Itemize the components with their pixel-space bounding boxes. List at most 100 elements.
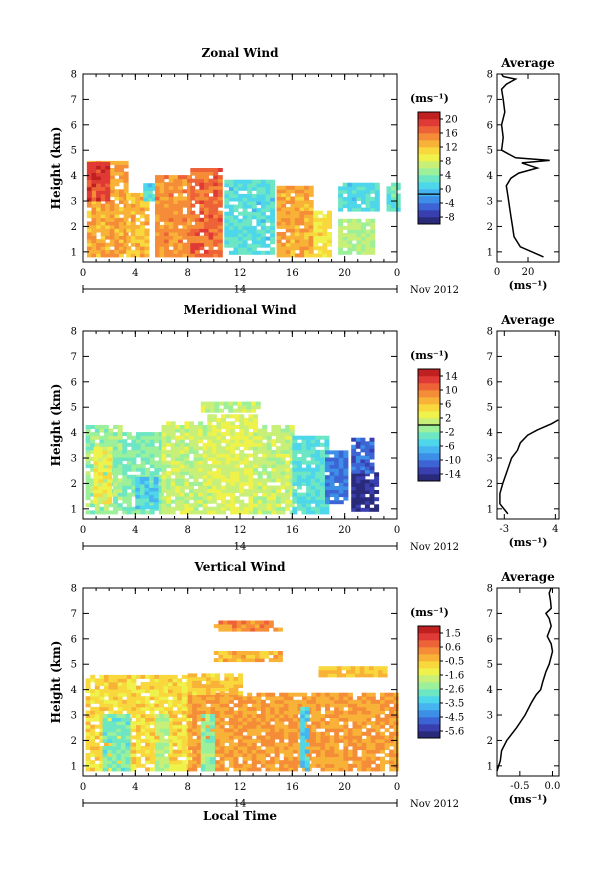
heatmap-cell bbox=[292, 499, 298, 504]
heatmap-cell bbox=[243, 435, 249, 440]
heatmap-cell bbox=[126, 481, 132, 486]
heatmap-cell bbox=[193, 503, 199, 508]
heatmap-cell bbox=[94, 735, 100, 740]
heatmap-cell bbox=[154, 439, 160, 444]
heatmap-cell bbox=[242, 247, 248, 252]
heatmap-cell bbox=[395, 204, 401, 209]
heatmap-cell bbox=[125, 728, 131, 733]
heatmap-cell bbox=[247, 714, 253, 718]
heatmap-cell bbox=[198, 464, 204, 469]
heatmap-cell bbox=[361, 189, 366, 194]
heatmap-cell bbox=[375, 735, 381, 740]
heatmap-cell bbox=[280, 510, 286, 515]
colorbar-segment bbox=[418, 154, 440, 162]
heatmap-cell bbox=[103, 428, 109, 433]
heatmap-cell bbox=[224, 190, 230, 195]
heatmap-cell bbox=[334, 461, 340, 466]
heatmap-cell bbox=[301, 446, 307, 451]
heatmap-cell bbox=[216, 464, 222, 469]
heatmap-cell bbox=[116, 728, 122, 733]
heatmap-cell bbox=[247, 183, 253, 188]
heatmap-cell bbox=[338, 489, 344, 494]
heatmap-cell bbox=[290, 239, 296, 244]
heatmap-cell bbox=[135, 491, 141, 496]
heatmap-cell bbox=[149, 689, 155, 694]
heatmap-cell bbox=[276, 446, 281, 451]
heatmap-cell bbox=[205, 405, 211, 410]
heatmap-cell bbox=[116, 749, 122, 754]
heatmap-cell bbox=[96, 165, 102, 170]
heatmap-cell bbox=[166, 421, 172, 426]
heatmap-cell bbox=[198, 453, 204, 458]
heatmap-cell bbox=[297, 692, 303, 697]
heatmap-cell bbox=[224, 749, 230, 754]
heatmap-cell bbox=[122, 439, 128, 444]
heatmap-cell bbox=[250, 658, 256, 663]
heatmap-cell bbox=[246, 408, 252, 413]
heatmap-cell bbox=[317, 228, 323, 233]
heatmap-cell bbox=[113, 460, 119, 465]
heatmap-cell bbox=[389, 714, 395, 718]
heatmap-cell bbox=[159, 738, 165, 743]
heatmap-cell bbox=[122, 674, 128, 679]
heatmap-cell bbox=[300, 721, 306, 726]
heatmap-cell bbox=[166, 478, 172, 483]
heatmap-cell bbox=[91, 253, 97, 258]
heatmap-cell bbox=[184, 492, 190, 497]
heatmap-cell bbox=[85, 735, 91, 740]
heatmap-cell bbox=[109, 175, 115, 180]
heatmap-cell bbox=[393, 699, 399, 704]
colorbar-tick-label: 12 bbox=[445, 143, 458, 154]
heatmap-cell bbox=[260, 699, 266, 704]
heatmap-cell bbox=[355, 459, 361, 463]
x-tick-label: 0 bbox=[394, 525, 400, 536]
heatmap-cell bbox=[366, 735, 372, 740]
heatmap-cell bbox=[357, 731, 363, 736]
heatmap-cell bbox=[207, 432, 213, 437]
heatmap-cell bbox=[217, 239, 223, 244]
heatmap-cell bbox=[168, 703, 173, 708]
heatmap-cell bbox=[105, 172, 111, 177]
heatmap-cell bbox=[276, 496, 281, 501]
heatmap-cell bbox=[173, 207, 179, 212]
heatmap-cell bbox=[311, 728, 317, 733]
heatmap-cell bbox=[119, 242, 124, 247]
heatmap-cell bbox=[100, 197, 106, 202]
heatmap-cell bbox=[299, 192, 305, 197]
heatmap-cell bbox=[114, 253, 120, 258]
heatmap-cell bbox=[296, 446, 302, 451]
heatmap-cell bbox=[294, 185, 300, 190]
heatmap-cell bbox=[149, 674, 155, 679]
heatmap-cell bbox=[281, 242, 287, 247]
heatmap-cell bbox=[276, 425, 281, 429]
profile-y-tick-label: 4 bbox=[487, 428, 493, 439]
heatmap-cell bbox=[245, 654, 251, 659]
heatmap-cell bbox=[288, 749, 294, 754]
heatmap-cell bbox=[223, 624, 228, 629]
heatmap-cell bbox=[140, 682, 146, 686]
heatmap-cell bbox=[233, 767, 239, 772]
heatmap-cell bbox=[329, 753, 335, 758]
x-tick-label: 0 bbox=[80, 268, 86, 279]
heatmap-cell bbox=[190, 185, 196, 190]
heatmap-cell bbox=[158, 674, 164, 679]
heatmap-cell bbox=[221, 499, 226, 504]
heatmap-cell bbox=[109, 224, 115, 229]
heatmap-cell bbox=[145, 460, 151, 465]
heatmap-cell bbox=[99, 753, 105, 758]
heatmap-cell bbox=[265, 717, 271, 722]
heatmap-cell bbox=[247, 201, 253, 205]
heatmap-cell bbox=[215, 710, 221, 715]
heatmap-cell bbox=[221, 503, 226, 508]
heatmap-cell bbox=[225, 485, 231, 490]
heatmap-cell bbox=[114, 207, 120, 212]
heatmap-cell bbox=[290, 228, 296, 233]
heatmap-cell bbox=[283, 703, 289, 708]
heatmap-cell bbox=[276, 224, 282, 229]
heatmap-cell bbox=[360, 472, 366, 477]
heatmap-cell bbox=[168, 253, 174, 258]
heatmap-cell bbox=[247, 186, 253, 191]
heatmap-cell bbox=[117, 464, 123, 469]
heatmap-cell bbox=[228, 218, 234, 223]
heatmap-cell bbox=[123, 207, 129, 212]
